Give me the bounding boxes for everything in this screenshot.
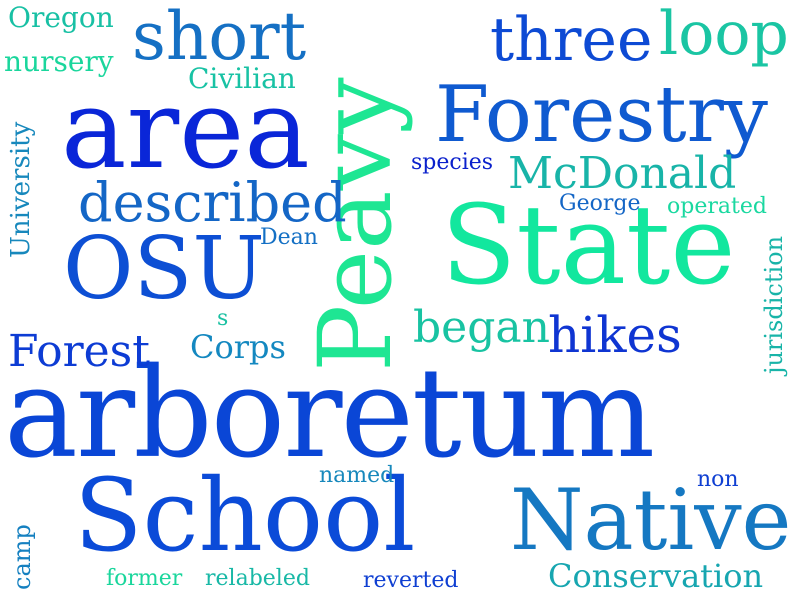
word-arboretum: arboretum — [4, 342, 655, 486]
word-mcdonald: McDonald — [508, 148, 737, 199]
word-s: s — [217, 306, 229, 331]
word-osu: OSU — [63, 219, 265, 319]
word-school: School — [74, 457, 416, 574]
word-george: George — [559, 191, 641, 216]
word-species: species — [411, 150, 494, 175]
word-native: Native — [510, 471, 792, 569]
word-jurisdiction: jurisdiction — [760, 235, 788, 374]
word-forestry: Forestry — [435, 70, 768, 160]
word-dean: Dean — [260, 225, 318, 250]
word-non: non — [697, 467, 739, 492]
word-nursery: nursery — [4, 45, 114, 78]
word-corps: Corps — [190, 328, 286, 366]
word-university: University — [6, 121, 36, 258]
word-three: three — [490, 5, 653, 75]
word-began: began — [413, 302, 550, 353]
word-described: described — [78, 171, 347, 234]
word-camp: camp — [8, 524, 36, 590]
word-reverted: reverted — [363, 568, 459, 593]
word-operated: operated — [667, 194, 767, 219]
word-former: former — [106, 566, 183, 591]
word-area: area — [61, 65, 310, 193]
word-forest: Forest — [8, 326, 150, 377]
word-oregon: Oregon — [8, 1, 114, 34]
word-hikes: hikes — [548, 306, 682, 364]
word-conservation: Conservation — [548, 557, 764, 595]
word-civilian: Civilian — [188, 62, 296, 95]
word-state: State — [441, 181, 736, 309]
word-loop: loop — [659, 0, 789, 69]
word-relabeled: relabeled — [205, 566, 310, 591]
word-short: short — [132, 0, 307, 75]
word-named: named — [319, 463, 395, 488]
